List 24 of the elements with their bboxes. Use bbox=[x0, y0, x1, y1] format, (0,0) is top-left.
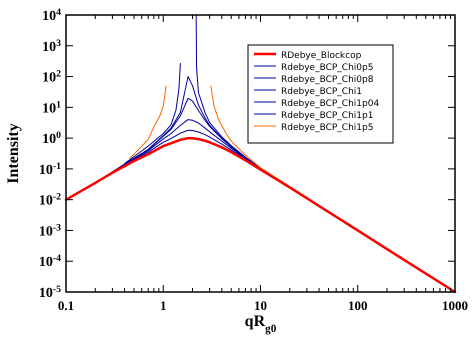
x-tick-label: 10 bbox=[254, 298, 267, 313]
y-tick-label: 10$^{-4}$ bbox=[38, 252, 62, 270]
x-axis-title: qR$_{g0}$ bbox=[244, 313, 277, 335]
x-tick-label: 1 bbox=[160, 298, 166, 313]
legend-label: Rdebye_BCP_Chi0p8 bbox=[281, 75, 374, 85]
legend-label: Rdebye_BCP_Chi1p5 bbox=[281, 123, 374, 133]
legend-label: Rdebye_BCP_Chi1p04 bbox=[281, 99, 380, 109]
y-tick-label: 10$^{-1}$ bbox=[38, 160, 62, 178]
legend-label: RDebye_Blockcop bbox=[281, 51, 362, 61]
x-tick-label: 1000 bbox=[442, 298, 468, 313]
y-tick-label: 10$^{3}$ bbox=[42, 37, 62, 55]
y-tick-label: 10$^{2}$ bbox=[42, 68, 62, 86]
y-tick-label: 10$^{-3}$ bbox=[38, 222, 62, 240]
x-tick-label: 0.1 bbox=[58, 298, 74, 313]
y-axis-title: Intensity bbox=[5, 123, 22, 184]
legend-label: Rdebye_BCP_Chi1 bbox=[281, 87, 362, 97]
y-tick-label: 10$^{-5}$ bbox=[38, 284, 62, 301]
y-tick-label: 10$^{1}$ bbox=[42, 98, 62, 116]
y-tick-label: 10$^{-2}$ bbox=[38, 191, 62, 209]
y-tick-label: 10$^{4}$ bbox=[42, 6, 62, 24]
legend-label: Rdebye_BCP_Chi1p1 bbox=[281, 111, 374, 121]
y-tick-label: 10$^{0}$ bbox=[42, 130, 62, 148]
legend-label: Rdebye_BCP_Chi0p5 bbox=[281, 63, 374, 73]
x-tick-label: 100 bbox=[348, 298, 368, 313]
